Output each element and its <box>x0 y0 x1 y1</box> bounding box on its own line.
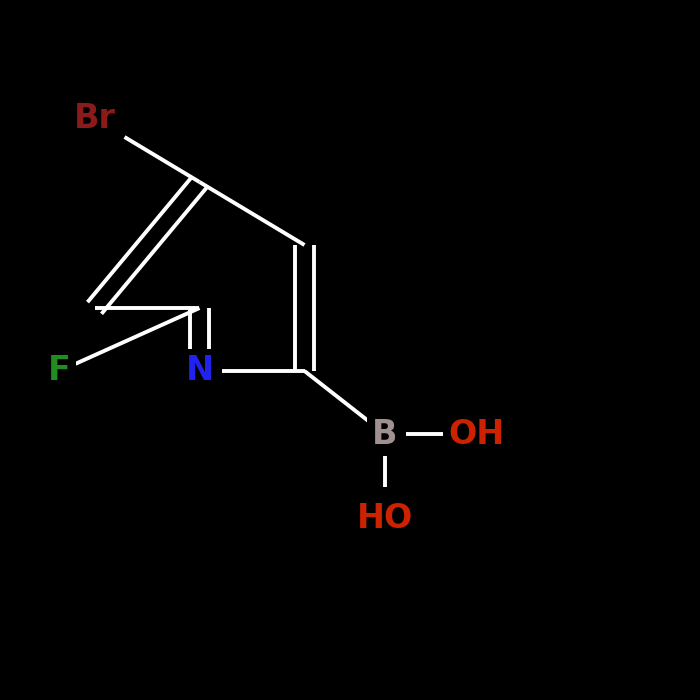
Text: F: F <box>48 354 71 388</box>
Text: N: N <box>186 354 214 388</box>
Text: B: B <box>372 417 398 451</box>
Text: Br: Br <box>74 102 116 136</box>
Text: HO: HO <box>357 501 413 535</box>
Text: OH: OH <box>448 417 504 451</box>
